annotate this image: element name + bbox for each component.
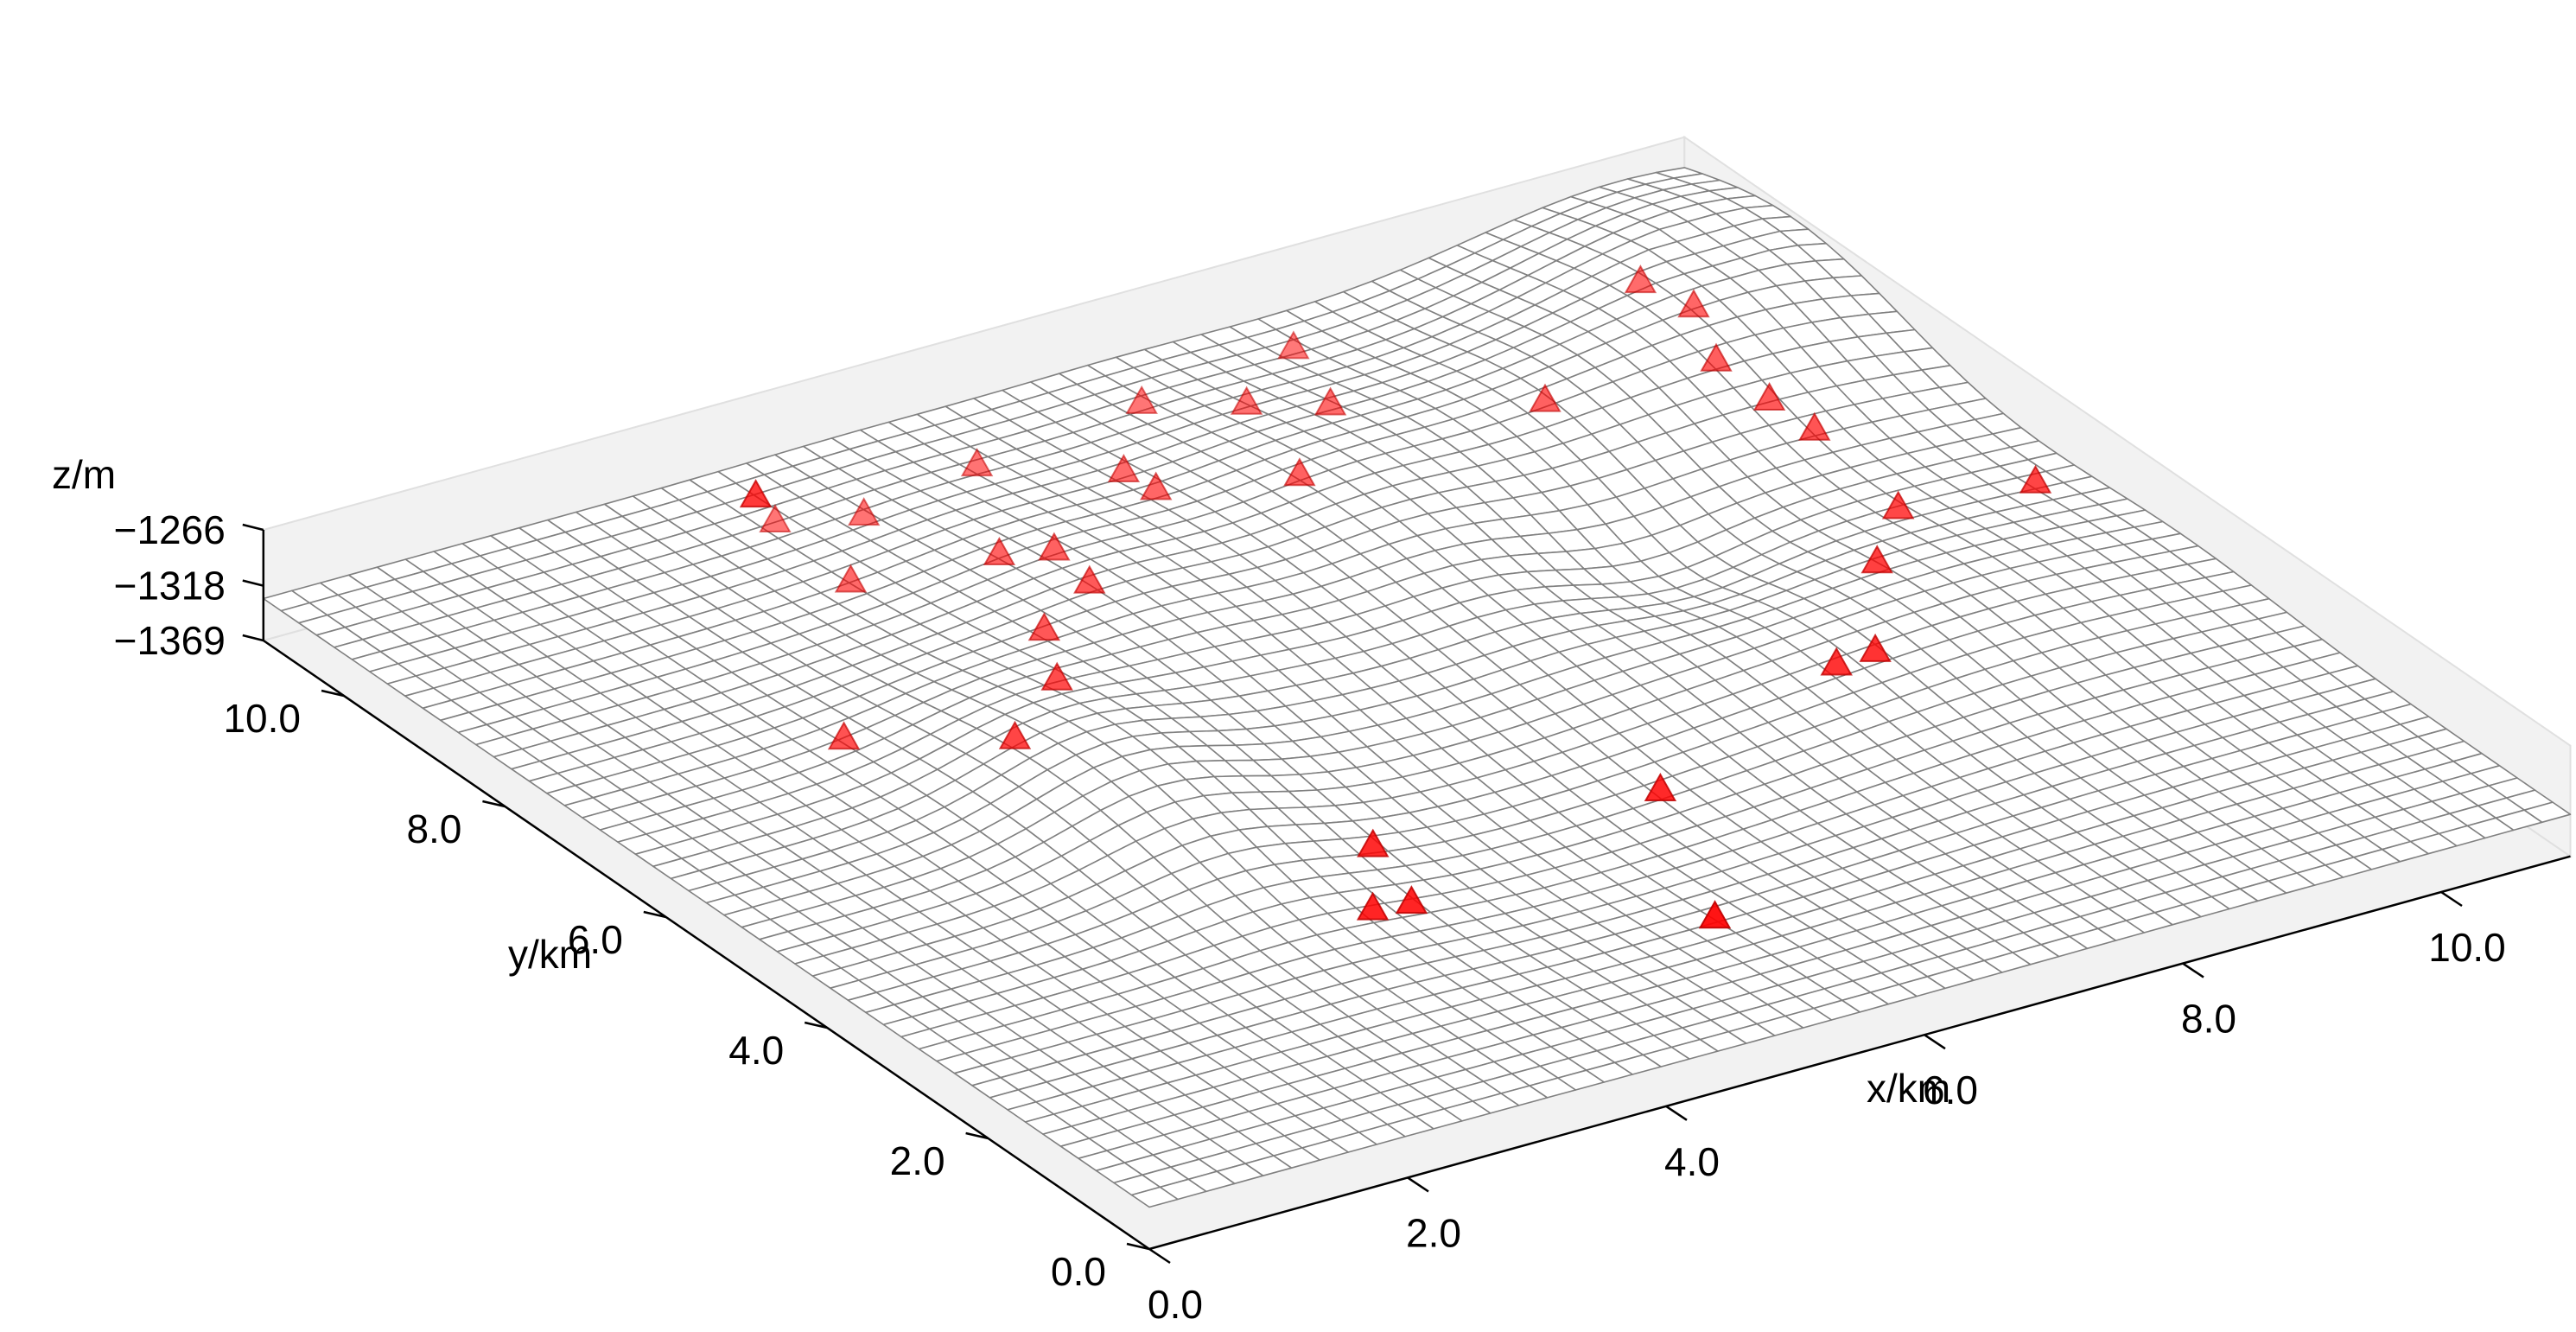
- station-marker: [834, 564, 868, 593]
- y-tick-label: 10.0: [223, 696, 301, 741]
- z-tick: [242, 579, 264, 587]
- x-tick: [2182, 962, 2204, 978]
- z-axis-label: z/m: [52, 452, 116, 497]
- z-tick-label: −1266: [114, 507, 226, 552]
- x-tick: [1148, 1247, 1171, 1265]
- x-axis-label: x/km: [1867, 1066, 1950, 1111]
- z-tick: [242, 634, 264, 642]
- station-marker: [1027, 612, 1061, 641]
- station-marker: [1357, 828, 1390, 857]
- x-axis-line: [1148, 855, 2571, 1251]
- y-tick-label: 0.0: [1051, 1249, 1106, 1294]
- station-marker: [1677, 289, 1710, 318]
- station-marker: [2019, 464, 2052, 494]
- y-tick: [482, 800, 506, 808]
- station-marker: [1752, 381, 1786, 411]
- x-tick-label: 6.0: [1923, 1068, 1978, 1112]
- station-marker: [1529, 383, 1562, 412]
- station-marker: [1040, 661, 1073, 691]
- station-marker: [1073, 564, 1106, 594]
- surface-mesh: [262, 167, 2572, 1208]
- station-marker: [1356, 891, 1390, 921]
- station-marker: [1644, 772, 1677, 801]
- x-tick: [1924, 1034, 1946, 1050]
- y-tick-label: 2.0: [890, 1138, 945, 1183]
- station-marker: [1700, 342, 1733, 372]
- station-marker: [847, 497, 881, 526]
- station-marker: [1881, 490, 1915, 519]
- station-marker: [1125, 385, 1158, 414]
- surface-cell: [1130, 1186, 1179, 1208]
- y-tick: [804, 1021, 828, 1029]
- y-tick-label: 4.0: [728, 1028, 784, 1073]
- x-tick: [1407, 1176, 1429, 1193]
- station-marker: [1820, 647, 1853, 676]
- station-marker: [1798, 411, 1831, 441]
- station-marker: [827, 721, 861, 750]
- y-tick: [1126, 1242, 1150, 1251]
- x-tick-label: 10.0: [2428, 925, 2506, 970]
- station-marker: [1107, 453, 1141, 482]
- x-tick-label: 8.0: [2181, 997, 2236, 1042]
- station-marker: [739, 479, 773, 508]
- axes: 0.0 2.0 4.0 6.0 8.0 10.0 0.0 2.0 4.0 6.0 8.0 10.0 −1…: [114, 507, 2571, 1327]
- x-tick-label: 2.0: [1406, 1210, 1461, 1255]
- y-tick: [321, 689, 345, 698]
- station-marker: [998, 720, 1032, 749]
- station-marker: [1860, 545, 1893, 574]
- y-tick: [643, 910, 667, 919]
- station-marker: [1624, 264, 1657, 294]
- x-tick: [2440, 890, 2463, 908]
- z-tick-label: −1369: [114, 618, 226, 663]
- y-tick: [965, 1131, 989, 1140]
- station-marker: [960, 448, 994, 477]
- station-marker: [1230, 386, 1263, 415]
- y-axis-line: [263, 639, 1150, 1251]
- station-marker: [983, 536, 1016, 565]
- station-markers: [739, 264, 2052, 929]
- y-tick-label: 8.0: [406, 806, 461, 851]
- y-axis-label: y/km: [508, 932, 592, 977]
- station-marker: [1038, 532, 1071, 561]
- y-tick-label: 6.0: [568, 917, 623, 962]
- station-marker: [759, 503, 792, 532]
- station-marker: [1139, 471, 1173, 500]
- station-marker: [1698, 900, 1732, 929]
- station-marker: [1859, 633, 1892, 662]
- x-tick-label: 0.0: [1148, 1282, 1203, 1327]
- station-marker: [1395, 885, 1428, 915]
- station-marker: [1313, 386, 1347, 416]
- station-marker: [1283, 457, 1316, 487]
- x-tick-label: 4.0: [1664, 1139, 1720, 1184]
- x-tick: [1665, 1105, 1688, 1121]
- station-marker: [1277, 330, 1310, 360]
- z-tick: [242, 523, 264, 532]
- z-tick-label: −1318: [114, 564, 226, 609]
